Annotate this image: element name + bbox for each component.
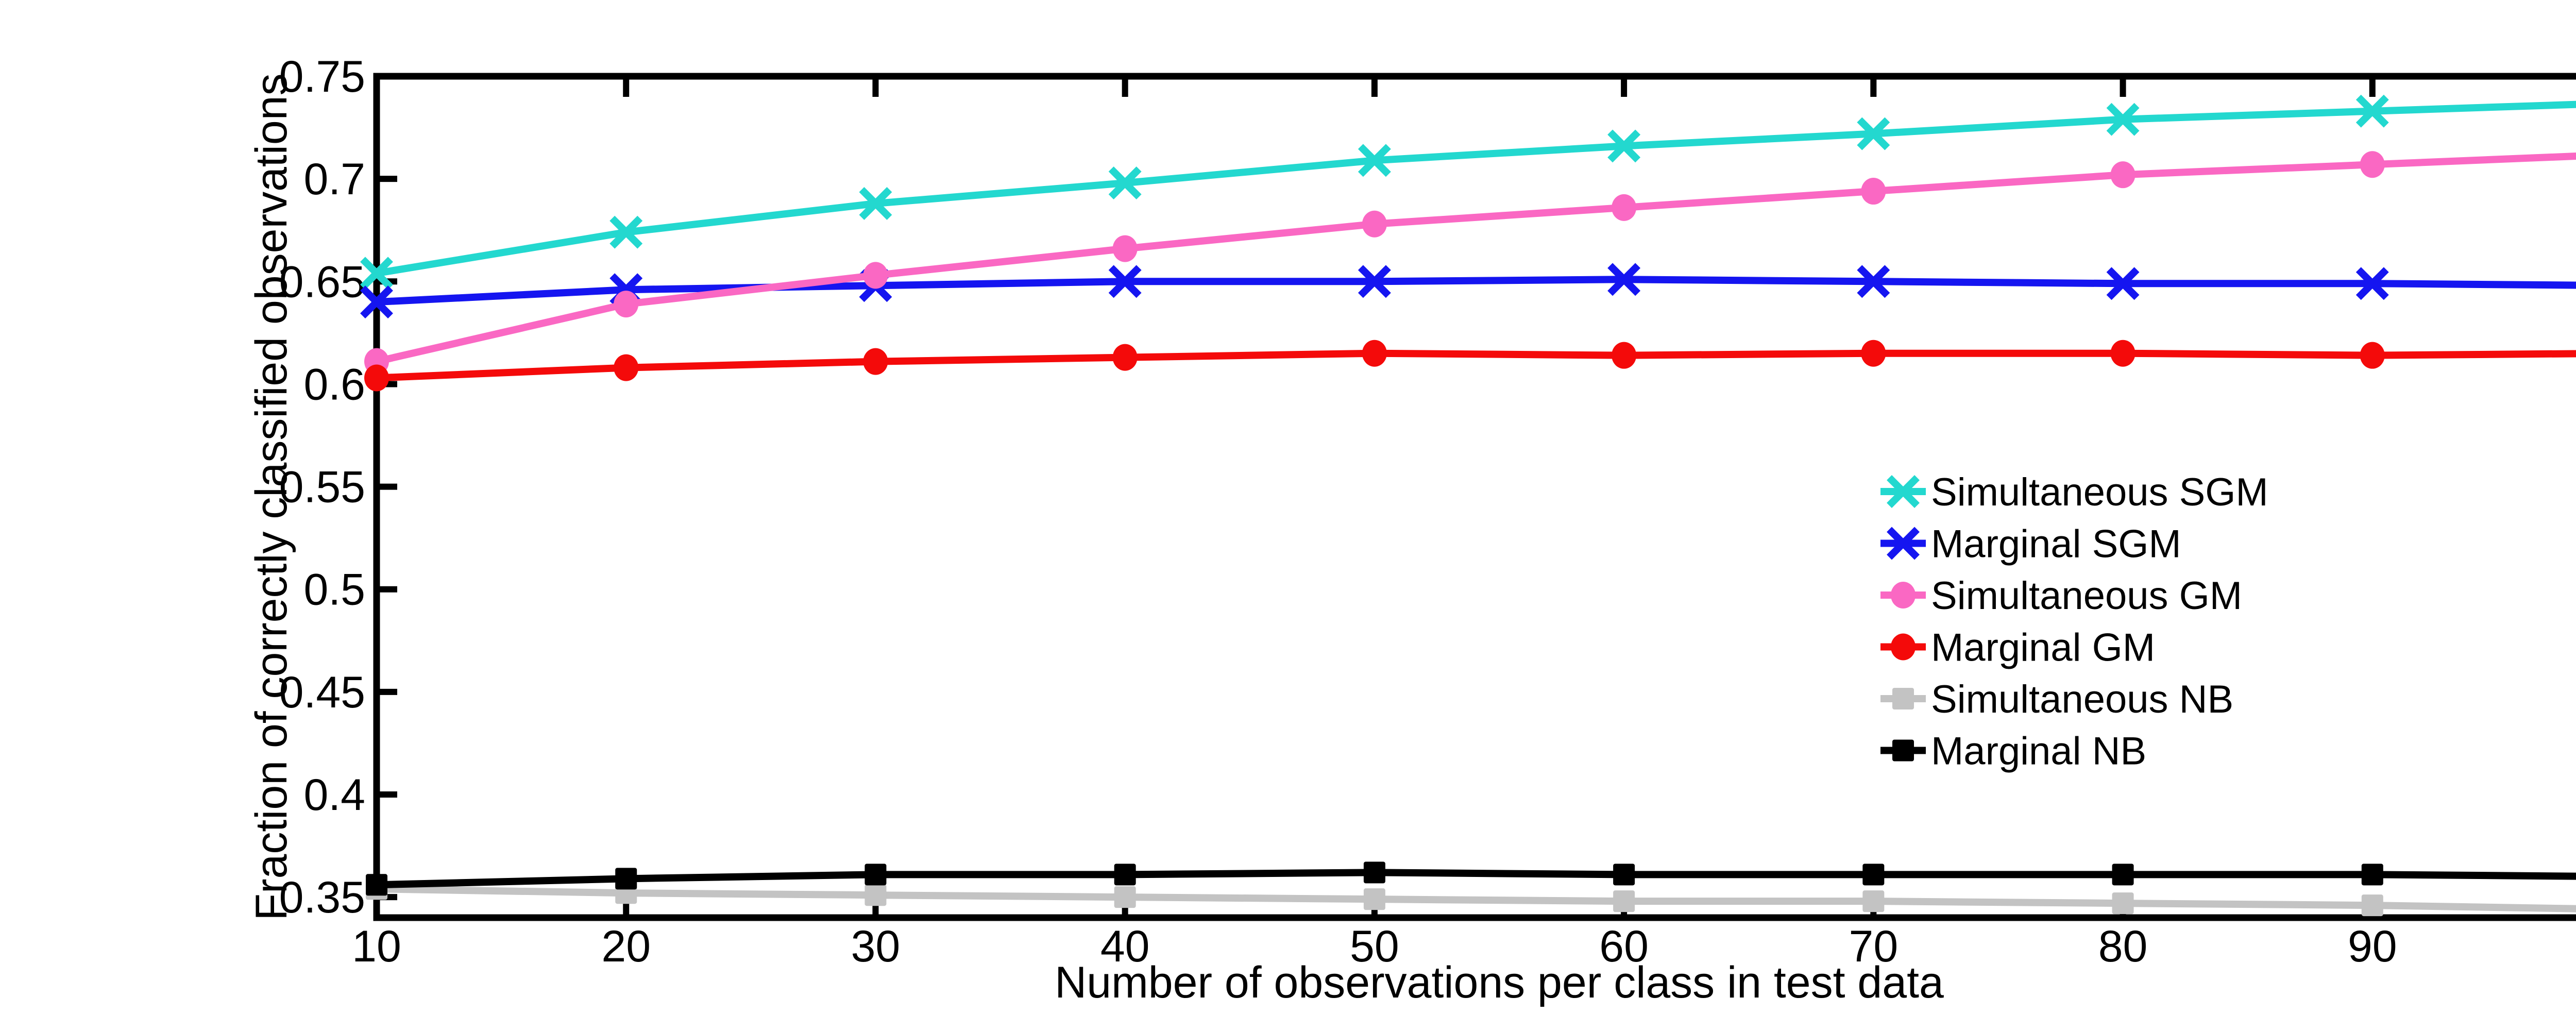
series-line-simultaneous-nb [376, 885, 2576, 912]
series-marker-simultaneous-nb [1114, 886, 1136, 908]
series-marker-marginal-gm [2360, 342, 2385, 369]
y-tick-label: 0.75 [279, 52, 365, 102]
series-marker-marginal-gm [1861, 340, 1886, 367]
series-marker-simultaneous-gm [614, 291, 639, 318]
x-axis-title: Number of observations per class in test… [1055, 958, 1944, 1007]
series-marker-marginal-nb [1862, 864, 1885, 886]
series-marker-marginal-nb [2361, 864, 2383, 886]
x-tick-label: 60 [1599, 922, 1649, 971]
legend-label-marginal-gm: Marginal GM [1931, 626, 2155, 670]
series-marker-simultaneous-nb [1862, 890, 1885, 912]
legend-label-simultaneous-nb: Simultaneous NB [1931, 678, 2233, 721]
series-marker-marginal-nb [615, 868, 637, 890]
series-marker-simultaneous-nb [1613, 890, 1635, 912]
series-marker-simultaneous-sgm [2355, 94, 2389, 128]
x-tick-label: 80 [2098, 922, 2148, 971]
legend-marker-marginal-nb [1892, 739, 1914, 762]
series-marker-marginal-sgm [1857, 265, 1890, 298]
series-marker-simultaneous-nb [1363, 888, 1385, 910]
series-line-marginal-gm [376, 349, 2576, 382]
x-tick-label: 90 [2348, 922, 2397, 971]
series-marker-simultaneous-gm [1861, 178, 1886, 205]
series-marker-marginal-sgm [2355, 267, 2389, 300]
y-tick-label: 0.4 [303, 770, 365, 820]
series-marker-marginal-nb [1363, 861, 1385, 884]
legend-label-marginal-nb: Marginal NB [1931, 730, 2146, 773]
series-marker-marginal-gm [1362, 340, 1387, 367]
series-marker-marginal-nb [2112, 864, 2134, 886]
series-marker-simultaneous-sgm [360, 257, 393, 290]
series-line-simultaneous-gm [376, 153, 2576, 365]
legend-label-marginal-sgm: Marginal SGM [1931, 522, 2181, 566]
y-axis-title: Fraction of correctly classified observa… [247, 73, 296, 920]
series-line-simultaneous-sgm [376, 100, 2576, 277]
series-marker-marginal-gm [863, 348, 888, 375]
y-tick-label: 0.5 [303, 565, 365, 615]
x-tick-label: 10 [352, 922, 401, 971]
series-marker-marginal-sgm [1358, 265, 1391, 298]
legend-marker-simultaneous-sgm [1887, 475, 1920, 508]
y-tick-label: 0.7 [303, 155, 365, 204]
series-marker-simultaneous-gm [1612, 194, 1637, 221]
series-marker-marginal-gm [1112, 344, 1138, 371]
series-marker-marginal-gm [2110, 340, 2136, 367]
series-marker-marginal-sgm [1108, 265, 1142, 298]
y-tick-label: 0.45 [279, 668, 365, 717]
series-marker-simultaneous-sgm [2106, 103, 2140, 136]
series-marker-marginal-nb [1114, 864, 1136, 886]
series-marker-marginal-sgm [1607, 263, 1641, 296]
series-marker-marginal-nb [1613, 864, 1635, 886]
series-marker-simultaneous-gm [2360, 151, 2385, 178]
x-tick-label: 30 [851, 922, 901, 971]
y-tick-label: 0.55 [279, 463, 365, 512]
series-marker-marginal-nb [865, 864, 887, 886]
y-tick-label: 0.65 [279, 257, 365, 307]
legend-label-simultaneous-gm: Simultaneous GM [1931, 574, 2242, 618]
legend-label-simultaneous-sgm: Simultaneous SGM [1931, 470, 2268, 514]
x-tick-label: 20 [601, 922, 651, 971]
series-marker-marginal-sgm [360, 285, 393, 319]
series-marker-simultaneous-sgm [1358, 144, 1391, 177]
legend-marker-marginal-gm [1891, 633, 1916, 661]
axes-box [373, 73, 2576, 921]
series-marker-simultaneous-sgm [859, 187, 892, 220]
series-marker-simultaneous-sgm [1607, 129, 1641, 163]
series-marker-simultaneous-gm [863, 262, 888, 289]
series-marker-marginal-gm [364, 364, 389, 392]
series-marker-simultaneous-nb [2361, 894, 2383, 917]
series-marker-marginal-gm [614, 354, 639, 381]
series-marker-simultaneous-sgm [609, 215, 643, 249]
series-marker-simultaneous-gm [1112, 235, 1138, 262]
series-line-marginal-nb [376, 869, 2576, 889]
series-marker-simultaneous-nb [2112, 892, 2134, 915]
series-marker-simultaneous-gm [2110, 161, 2136, 189]
series-marker-marginal-gm [1612, 342, 1637, 369]
series-marker-simultaneous-nb [865, 884, 887, 906]
x-tick-label: 40 [1100, 922, 1150, 971]
legend-marker-marginal-sgm [1887, 527, 1920, 560]
x-tick-label: 50 [1350, 922, 1399, 971]
legend-marker-simultaneous-nb [1892, 688, 1914, 709]
series-marker-marginal-sgm [2106, 267, 2140, 300]
legend-marker-simultaneous-gm [1891, 582, 1916, 609]
y-tick-label: 0.35 [279, 873, 365, 922]
series-marker-marginal-nb [366, 874, 387, 896]
series-marker-simultaneous-sgm [1857, 117, 1890, 150]
series-marker-simultaneous-sgm [1108, 166, 1142, 200]
series-marker-simultaneous-gm [1362, 210, 1387, 238]
x-tick-label: 70 [1849, 922, 1898, 971]
y-tick-label: 0.6 [303, 360, 365, 409]
